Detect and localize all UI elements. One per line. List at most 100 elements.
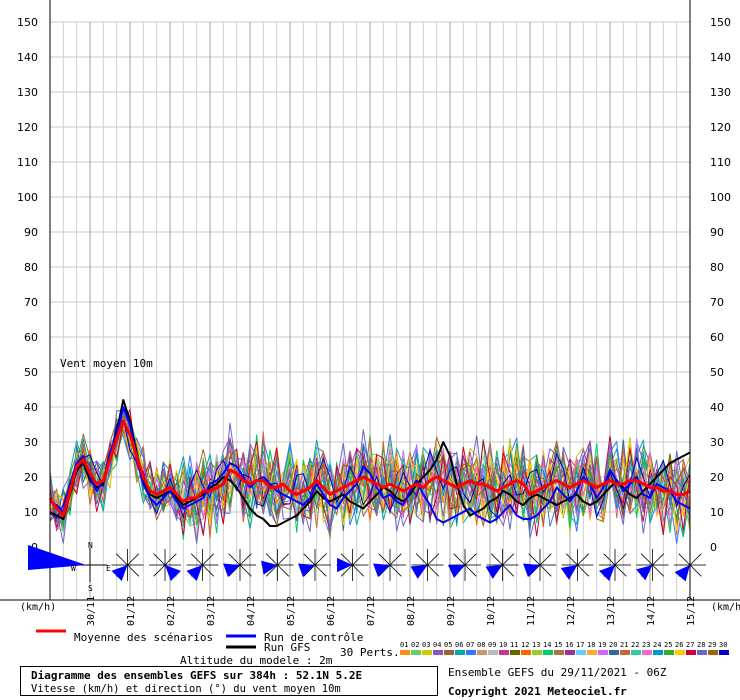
- rose-wedge: [636, 565, 653, 581]
- x-tick-label: 06/12: [326, 596, 337, 626]
- y-tick-label-right: 60: [710, 331, 724, 344]
- rose-spoke: [614, 553, 627, 566]
- perturbation-id-label: 13: [532, 641, 540, 649]
- perturbation-color-swatch: [499, 650, 509, 655]
- rose-wedge: [599, 565, 615, 581]
- rose-spoke: [415, 553, 428, 566]
- y-tick-label-right: 120: [710, 121, 731, 134]
- perturbation-id-label: 07: [466, 641, 474, 649]
- rose-spoke: [678, 553, 691, 566]
- perturbation-id-label: 28: [697, 641, 705, 649]
- wind-rose: [410, 549, 444, 581]
- wind-rose: [298, 549, 331, 581]
- rose-wedge: [523, 563, 540, 578]
- perturbation-id-label: 22: [631, 641, 639, 649]
- x-tick-label: 10/12: [486, 596, 497, 626]
- x-tick-label: 02/12: [166, 596, 177, 626]
- ensemble-info: Ensemble GEFS du 29/11/2021 - 06Z: [448, 666, 667, 679]
- perturbation-id-label: 08: [477, 641, 485, 649]
- rose-spoke: [689, 553, 702, 566]
- perturbation-color-swatch: [510, 650, 520, 655]
- perturbation-color-swatch: [587, 650, 597, 655]
- perturbation-id-label: 30: [719, 641, 727, 649]
- rose-wedge: [448, 565, 465, 579]
- rose-spoke: [190, 553, 203, 566]
- annotation-label: Vent moyen 10m: [60, 357, 153, 370]
- rose-spoke: [239, 564, 252, 577]
- y-tick-label-right: 100: [710, 191, 731, 204]
- footer-title-box: Diagramme des ensembles GEFS sur 384h : …: [20, 666, 438, 696]
- y-tick-label-right: 150: [710, 16, 731, 29]
- y-tick-label-right: 40: [710, 401, 724, 414]
- y-tick-label-left: 150: [17, 16, 38, 29]
- chart-axes: 0010102020303040405050606070708080909010…: [0, 0, 740, 626]
- y-tick-label-left: 90: [24, 226, 38, 239]
- perturbations-label: 30 Perts.: [340, 646, 400, 659]
- rose-spoke: [389, 553, 402, 566]
- perturbation-color-swatch: [565, 650, 575, 655]
- rose-spoke: [389, 564, 402, 577]
- perturbation-id-label: 09: [488, 641, 496, 649]
- perturbation-id-label: 17: [576, 641, 584, 649]
- perturbation-color-swatch: [653, 650, 663, 655]
- y-tick-label-right: 110: [710, 156, 731, 169]
- y-tick-label-right: 20: [710, 471, 724, 484]
- y-tick-label-left: 20: [24, 471, 38, 484]
- rose-wedge: [111, 565, 128, 581]
- compass-n: N: [88, 541, 93, 550]
- wind-rose: [560, 549, 594, 581]
- unit-left-label: (km/h): [20, 602, 56, 613]
- perturbation-id-label: 03: [422, 641, 430, 649]
- rose-spoke: [464, 564, 477, 577]
- x-tick-label: 01/12: [126, 596, 137, 626]
- rose-spoke: [314, 564, 327, 577]
- x-tick-label: 09/12: [446, 596, 457, 626]
- rose-spoke: [153, 564, 166, 577]
- rose-spoke: [164, 553, 177, 566]
- perturbation-id-label: 25: [664, 641, 672, 649]
- legend-gfs-label: Run GFS: [264, 641, 310, 654]
- compass-s: S: [88, 584, 93, 593]
- wind-rose: [674, 549, 706, 582]
- copyright-text: Copyright 2021 Meteociel.fr: [448, 685, 627, 698]
- perturbation-id-label: 23: [642, 641, 650, 649]
- rose-spoke: [502, 564, 515, 577]
- perturbation-color-swatch: [543, 650, 553, 655]
- rose-spoke: [427, 553, 440, 566]
- perturbation-color-swatch: [642, 650, 652, 655]
- rose-wedge-first: [28, 545, 86, 570]
- perturbation-color-swatch: [488, 650, 498, 655]
- y-tick-label-right: 70: [710, 296, 724, 309]
- y-tick-label-right: 140: [710, 51, 731, 64]
- perturbation-line-30: [49, 419, 691, 520]
- rose-spoke: [277, 564, 290, 577]
- wind-rose: [336, 549, 369, 581]
- perturbation-color-swatch: [444, 650, 454, 655]
- rose-spoke: [640, 553, 653, 566]
- perturbation-color-swatch: [532, 650, 542, 655]
- series-line-control: [49, 406, 691, 524]
- footer-subtitle: Vitesse (km/h) et direction (°) du vent …: [31, 683, 341, 695]
- y-tick-label-left: 30: [24, 436, 38, 449]
- main-series-lines: [48, 399, 691, 527]
- rose-spoke: [577, 553, 590, 566]
- series-line-gfs: [49, 399, 691, 527]
- perturbation-id-label: 26: [675, 641, 683, 649]
- perturbation-color-swatch: [664, 650, 674, 655]
- perturbation-id-label: 16: [565, 641, 573, 649]
- perturbation-color-swatch: [598, 650, 608, 655]
- rose-wedge: [261, 560, 278, 575]
- rose-spoke: [490, 553, 503, 566]
- perturbation-color-swatch: [422, 650, 432, 655]
- footer-title: Diagramme des ensembles GEFS sur 384h : …: [31, 669, 363, 682]
- y-tick-label-left: 80: [24, 261, 38, 274]
- rose-wedge: [186, 565, 203, 581]
- perturbation-id-label: 10: [499, 641, 507, 649]
- rose-spoke: [127, 564, 140, 577]
- x-tick-label: 04/12: [246, 596, 257, 626]
- rose-spoke: [539, 564, 552, 577]
- y-tick-label-right: 80: [710, 261, 724, 274]
- wind-direction-roses: [28, 545, 706, 582]
- series-line-mean: [48, 419, 691, 517]
- rose-wedge: [165, 565, 181, 581]
